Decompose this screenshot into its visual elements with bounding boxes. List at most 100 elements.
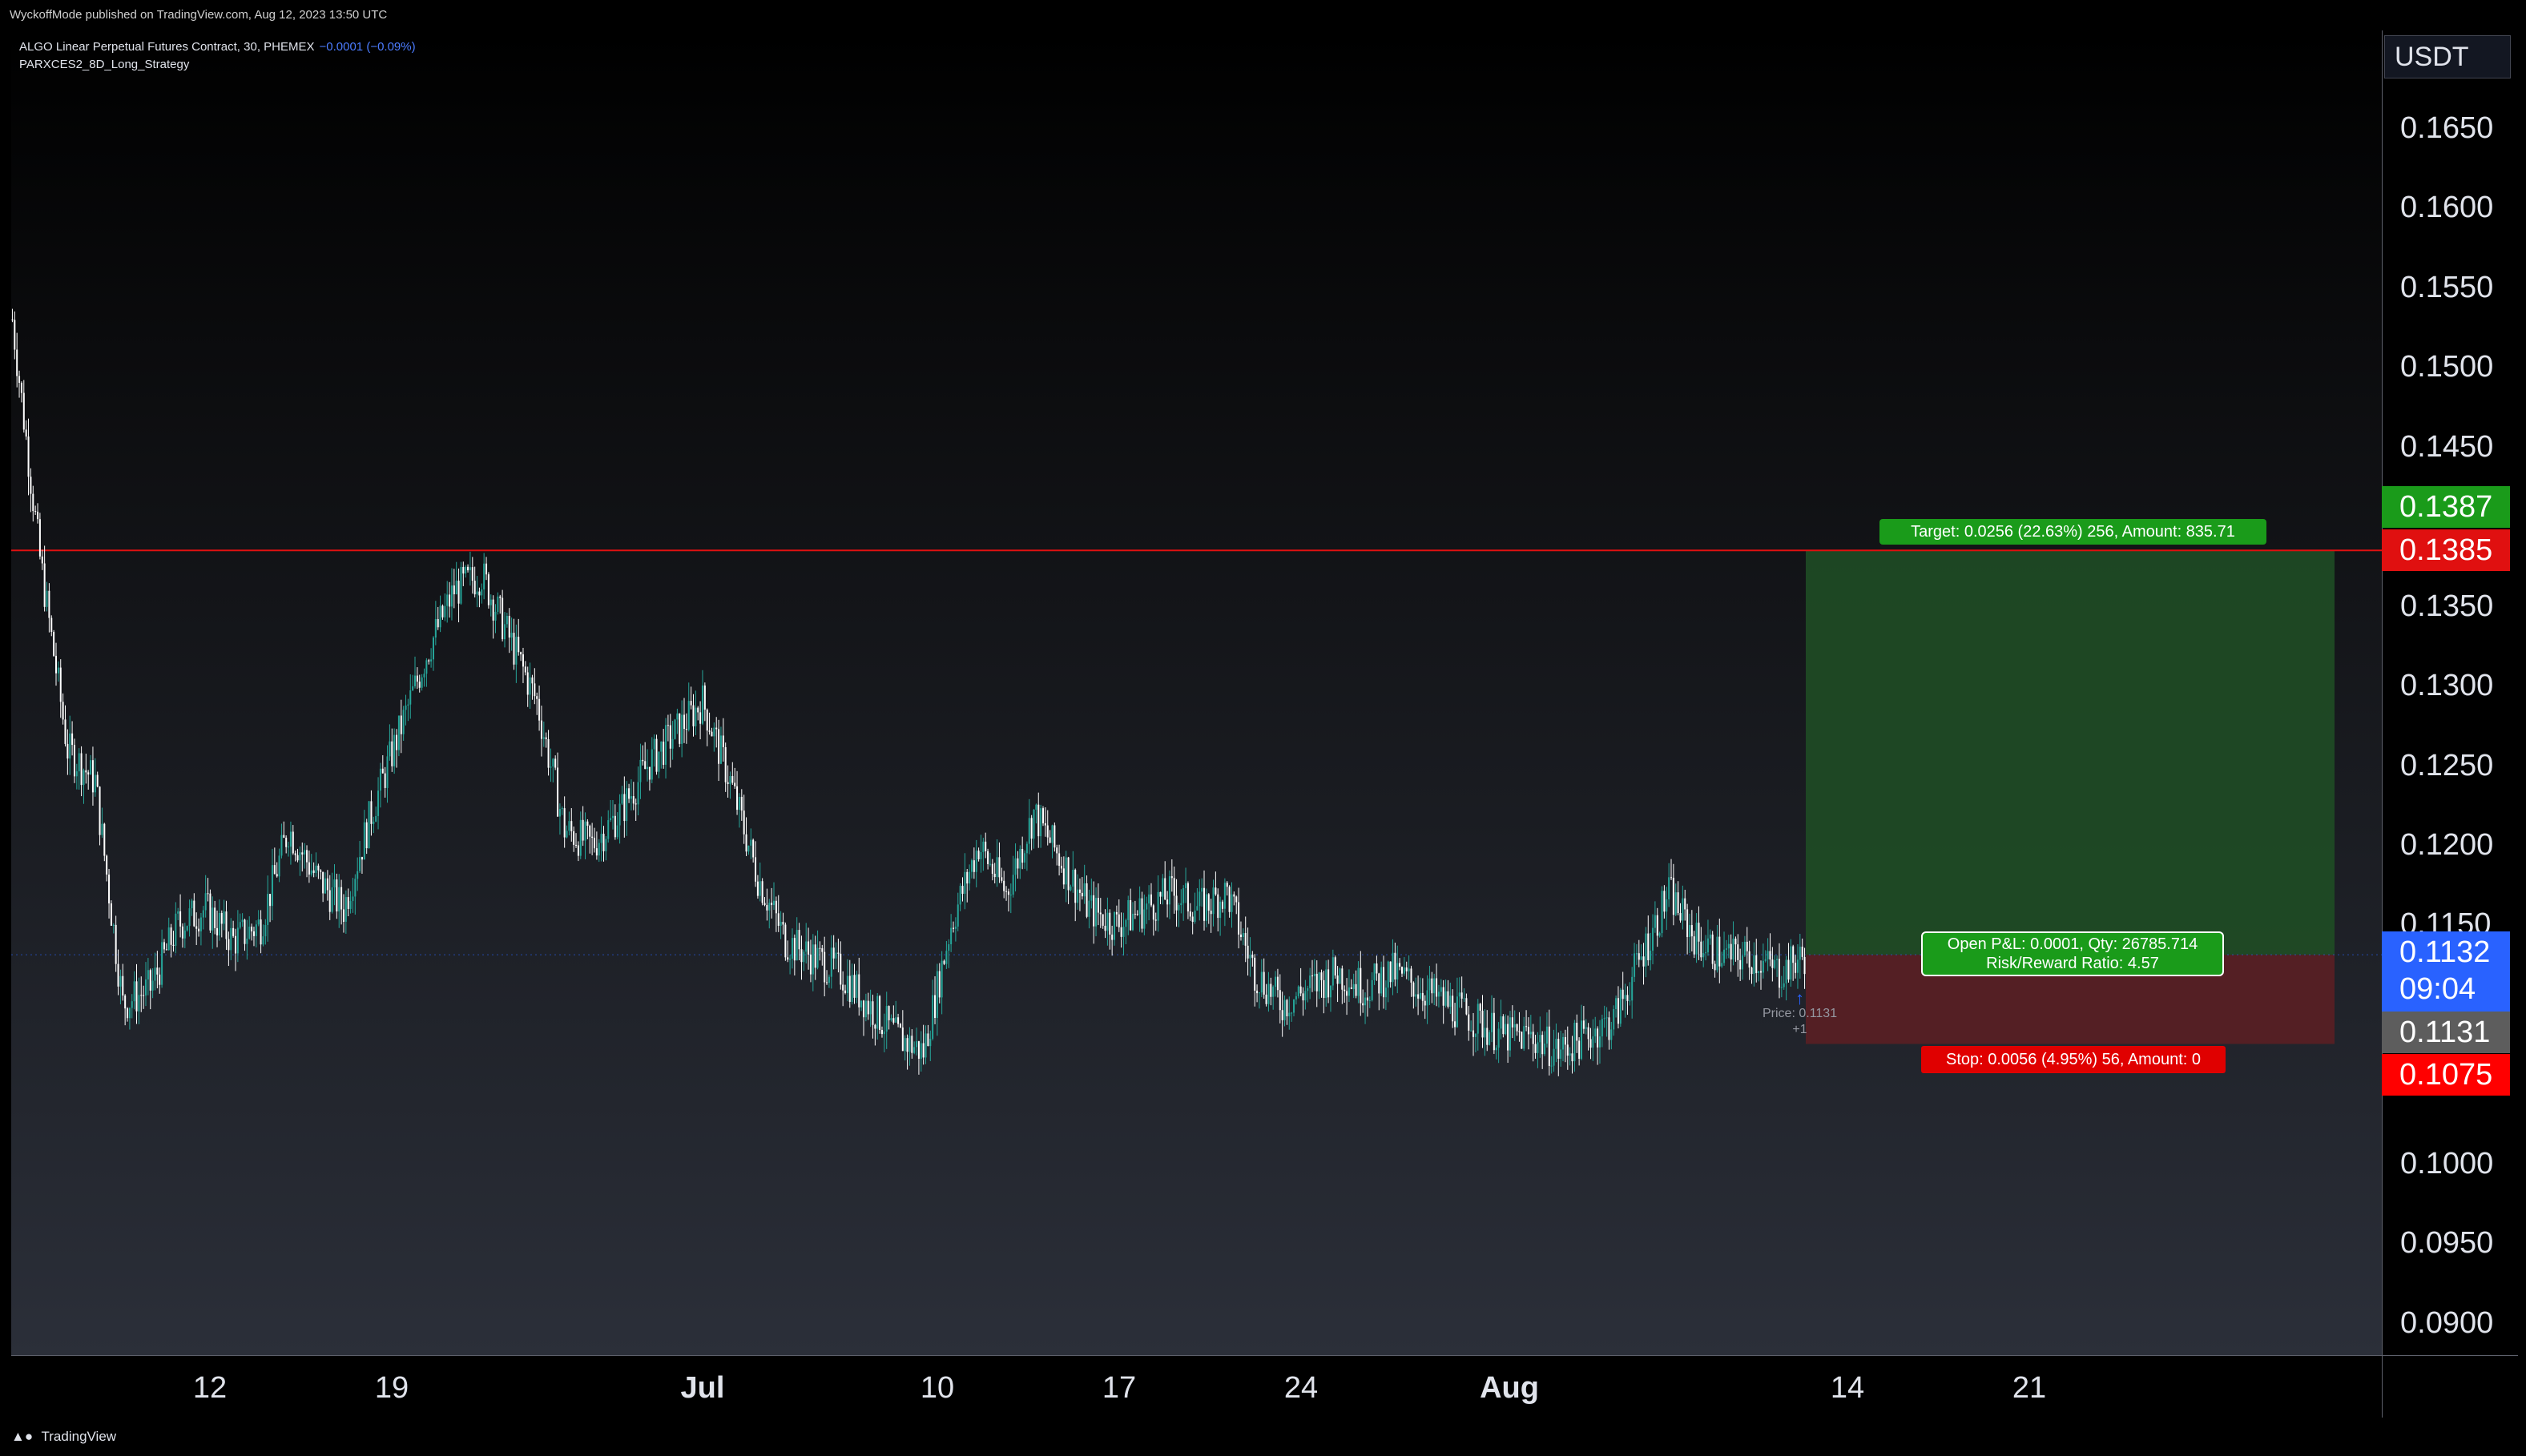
candle-body: [582, 819, 584, 841]
candle-body: [913, 1047, 916, 1053]
candle-body: [828, 976, 830, 983]
candle-body: [407, 704, 409, 706]
candle-body: [1796, 959, 1799, 973]
candle-body: [340, 887, 343, 910]
candle-body: [1650, 951, 1652, 961]
candle-body: [558, 809, 561, 817]
candle-body: [485, 563, 488, 575]
symbol-title[interactable]: ALGO Linear Perpetual Futures Contract, …: [19, 40, 315, 54]
price-chart[interactable]: [11, 30, 2382, 1355]
candle-body: [1286, 999, 1288, 1016]
candle-body: [1787, 959, 1790, 980]
candle-body: [1111, 934, 1114, 940]
candle-body: [478, 591, 481, 596]
candle-body: [66, 743, 69, 759]
candle-body: [1645, 933, 1647, 967]
candle-body: [1661, 891, 1663, 934]
candle-body: [996, 857, 998, 878]
candle-body: [1384, 987, 1387, 998]
candle-body: [199, 917, 202, 931]
candle-body: [1721, 963, 1723, 967]
candle-body: [1589, 1039, 1592, 1048]
price-axis[interactable]: [2382, 30, 2518, 1355]
candle-body: [515, 637, 518, 665]
candle-body: [1331, 957, 1334, 986]
candle-body: [1054, 825, 1056, 848]
candle-body: [1580, 1020, 1583, 1060]
candle-body: [699, 712, 702, 724]
target-label[interactable]: Target: 0.0256 (22.63%) 256, Amount: 835…: [1879, 519, 2266, 545]
candle-body: [1523, 1026, 1525, 1049]
candle-body: [271, 865, 273, 907]
candle-body: [1348, 987, 1350, 996]
candle-body: [94, 774, 96, 793]
candle-body: [669, 725, 671, 749]
candle-body: [927, 1033, 929, 1047]
candle-body: [363, 822, 365, 860]
candle-body: [1634, 953, 1636, 977]
candle-body: [503, 624, 506, 640]
candle-body: [1497, 1028, 1500, 1048]
candle-body: [711, 731, 713, 737]
candle-body: [391, 741, 393, 766]
candle-body: [1587, 1027, 1589, 1040]
candle-body: [368, 801, 370, 849]
candle-body: [483, 563, 485, 589]
candle-body: [320, 870, 322, 872]
candle-body: [1394, 952, 1396, 979]
candle-body: [264, 924, 267, 937]
candle-body: [191, 900, 193, 909]
candle-body: [685, 729, 687, 730]
candle-body: [18, 376, 21, 383]
candle-body: [1012, 875, 1014, 895]
pnl-label[interactable]: Open P&L: 0.0001, Qty: 26785.714 Risk/Re…: [1921, 931, 2224, 976]
candle-body: [1734, 938, 1737, 945]
candle-body: [62, 702, 64, 720]
candle-body: [1624, 995, 1626, 999]
stop-label[interactable]: Stop: 0.0056 (4.95%) 56, Amount: 0: [1921, 1046, 2226, 1073]
candle-body: [970, 860, 973, 872]
candle-body: [283, 835, 285, 838]
target-price-tag: 0.1387: [2382, 486, 2510, 528]
time-axis[interactable]: [11, 1355, 2518, 1418]
candle-body: [1138, 898, 1141, 915]
candle-body: [241, 919, 244, 923]
candle-body: [697, 707, 699, 713]
strategy-name[interactable]: PARXCES2_8D_Long_Strategy: [19, 58, 190, 71]
candle-body: [1017, 858, 1019, 869]
candle-body: [161, 942, 163, 985]
candle-body: [1299, 986, 1302, 994]
candle-body: [1534, 1044, 1537, 1053]
candle-body: [1247, 945, 1249, 959]
candle-body: [1635, 953, 1638, 955]
chart-pane[interactable]: ALGO Linear Perpetual Futures Contract, …: [11, 30, 2382, 1355]
candle-body: [1490, 1012, 1493, 1032]
candle-body: [1656, 915, 1658, 936]
candle-body: [623, 794, 626, 822]
candle-body: [667, 725, 669, 726]
candle-body: [1173, 878, 1175, 896]
candle-body: [1412, 982, 1415, 997]
candle-body: [1265, 994, 1267, 1004]
candle-body: [1629, 1000, 1631, 1002]
candle-body: [354, 879, 357, 897]
candle-body: [342, 909, 344, 922]
candle-body: [91, 760, 94, 793]
candle-body: [959, 886, 961, 905]
candle-body: [1403, 967, 1405, 974]
candle-body: [740, 796, 743, 811]
publish-info: WyckoffMode published on TradingView.com…: [10, 8, 388, 22]
candle-body: [267, 894, 269, 925]
candle-body: [1783, 983, 1785, 987]
candle-body: [175, 913, 177, 946]
candle-body: [312, 870, 315, 873]
candle-body: [276, 874, 278, 877]
candle-body: [1688, 925, 1690, 938]
candle-body: [1323, 979, 1325, 999]
candle-body: [1642, 956, 1645, 967]
candle-body: [1175, 895, 1178, 911]
currency-selector[interactable]: USDT: [2384, 35, 2511, 78]
candle-body: [1238, 902, 1240, 935]
candle-body: [315, 865, 317, 873]
candle-body: [1742, 955, 1744, 970]
